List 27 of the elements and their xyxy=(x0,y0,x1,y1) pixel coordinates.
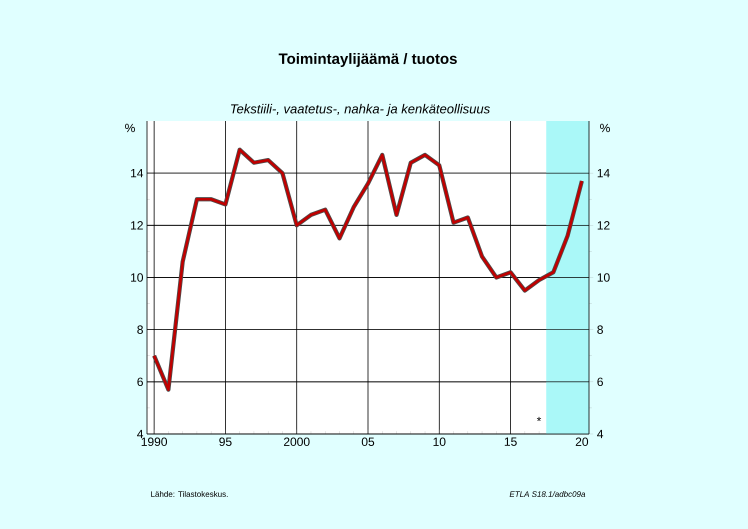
x-tick-label: 05 xyxy=(362,438,374,446)
y2-tick-label: 8 xyxy=(597,325,603,334)
line-series xyxy=(152,148,584,392)
x-tick-label: 10 xyxy=(434,438,446,446)
x-tick-label: 15 xyxy=(504,438,517,446)
y-tick-label: 6 xyxy=(137,378,143,386)
annotation: * xyxy=(536,416,542,422)
x-tick-label: 2000 xyxy=(284,438,310,446)
text: Lähde: Tilastokeskus. xyxy=(151,491,228,497)
chart-subtitle: Tekstiili-, vaatetus-, nahka- ja kenkäteollisuus xyxy=(230,104,490,116)
y2-axis-title: % xyxy=(600,124,610,132)
x-tick-label: 95 xyxy=(219,438,232,446)
y2-tick-label: 14 xyxy=(598,169,610,178)
x-tick-label: 20 xyxy=(576,438,588,446)
y-tick-label: 10 xyxy=(131,273,144,282)
y2-tick-label: 6 xyxy=(597,378,603,386)
y-tick-label: 8 xyxy=(137,325,143,334)
chart-title: Toimintaylijäämä / tuotos xyxy=(278,53,457,67)
text: ETLA S18.1/adbc09a xyxy=(510,491,586,497)
x-tick-label: 1990 xyxy=(142,438,168,446)
y2-tick-label: 4 xyxy=(597,430,604,438)
y2-tick-label: 12 xyxy=(598,221,610,230)
y-tick-label: 14 xyxy=(131,169,144,178)
y-axis-title: % xyxy=(125,124,135,132)
y2-tick-label: 10 xyxy=(598,273,610,282)
y-tick-label: 12 xyxy=(131,221,143,230)
y-tick-label: 4 xyxy=(137,430,144,438)
